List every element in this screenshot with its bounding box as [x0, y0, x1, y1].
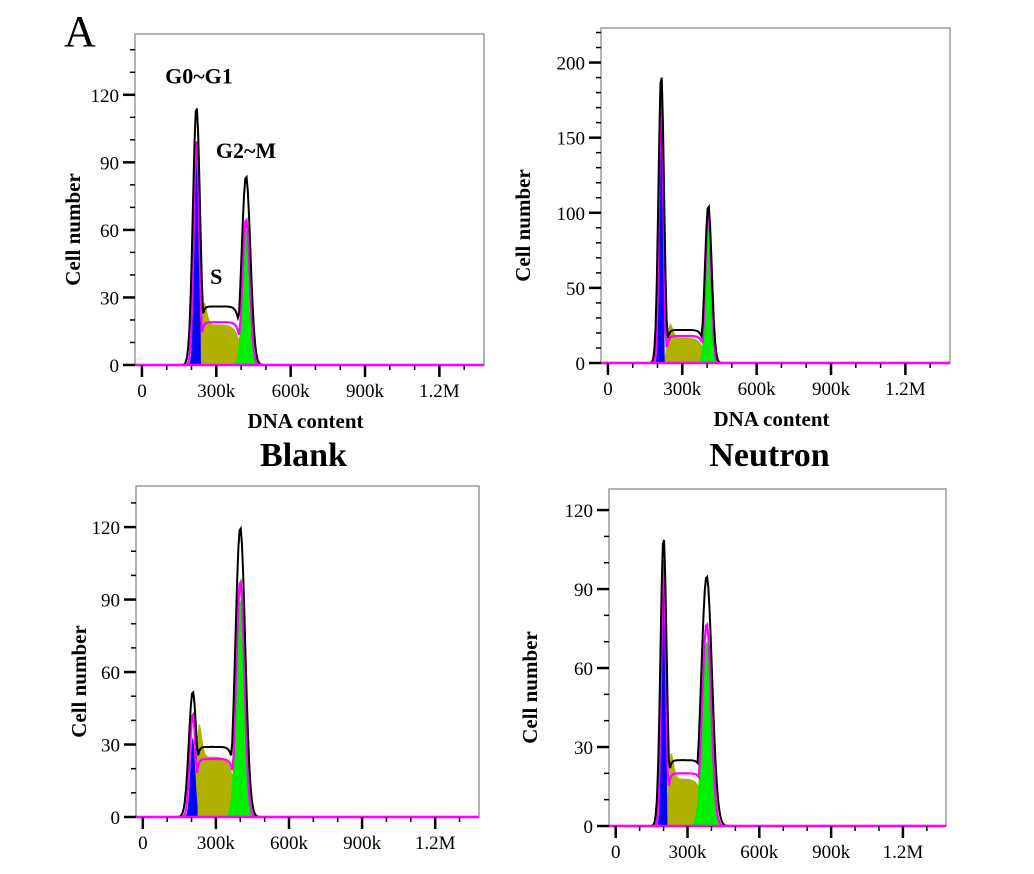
phase-annotation: S — [210, 264, 222, 289]
y-tick-label: 0 — [111, 808, 121, 829]
x-tick-label: 1.2M — [885, 379, 926, 400]
y-tick-label: 30 — [100, 288, 119, 309]
panel-title: Neutron — [709, 437, 829, 474]
x-tick-label: 900k — [812, 842, 851, 863]
y-tick-label: 200 — [557, 54, 586, 75]
y-tick-label: 60 — [574, 659, 593, 680]
y-tick-label: 120 — [92, 518, 121, 539]
plot-frame — [600, 27, 951, 364]
g0g1-phase-fill — [183, 737, 198, 817]
x-tick-label: 600k — [272, 381, 311, 402]
x-tick-label: 0 — [611, 842, 621, 863]
x-tick-label: 600k — [270, 833, 309, 854]
panel-bottom-left: 0 30 60 90 120 0 300k 600k 900k 1.2M DNA content Ce… — [67, 485, 480, 874]
phase-annotation: G2~M — [216, 138, 277, 163]
x-tick-label: 1.2M — [419, 381, 460, 402]
y-tick-label: 50 — [566, 279, 585, 300]
x-tick-label: 1.2M — [883, 842, 924, 863]
g2m-phase-fill — [228, 229, 264, 365]
y-tick-label: 60 — [101, 663, 120, 684]
x-tick-label: 1.2M — [415, 833, 456, 854]
x-axis-label: DNA content — [247, 409, 363, 433]
y-axis-label: Cell number — [61, 173, 85, 286]
y-tick-label: 0 — [110, 356, 120, 377]
g2m-phase-fill — [694, 215, 722, 363]
y-tick-label: 120 — [565, 501, 594, 522]
y-tick-label: 120 — [91, 86, 120, 107]
x-tick-label: 0 — [138, 833, 148, 854]
y-tick-label: 150 — [557, 129, 586, 150]
y-axis-label: Cell number — [518, 631, 542, 744]
panel-title: Blank — [260, 437, 347, 474]
panel-blank: 0 30 60 90 120 0 300k 600k 900k 1.2M DNA content Ce… — [61, 33, 485, 474]
x-tick-label: 900k — [343, 833, 382, 854]
g2m-phase-fill — [685, 641, 729, 826]
y-tick-label: 60 — [100, 221, 119, 242]
x-tick-label: 600k — [740, 842, 779, 863]
x-tick-label: 300k — [663, 379, 702, 400]
y-axis-label: Cell number — [511, 169, 535, 282]
x-tick-label: 300k — [197, 833, 236, 854]
y-tick-label: 30 — [574, 738, 593, 759]
g2m-phase-fill — [220, 599, 260, 817]
y-tick-label: 90 — [101, 591, 120, 612]
x-tick-label: 600k — [738, 379, 777, 400]
x-tick-label: 900k — [346, 381, 385, 402]
x-tick-label: 300k — [197, 381, 236, 402]
y-tick-label: 0 — [584, 817, 594, 838]
y-tick-label: 100 — [557, 204, 586, 225]
x-tick-label: 0 — [603, 379, 613, 400]
y-tick-label: 90 — [574, 580, 593, 601]
x-axis-label: DNA content — [245, 871, 361, 874]
x-tick-label: 900k — [812, 379, 851, 400]
x-axis-label: DNA content — [713, 407, 829, 431]
y-tick-label: 90 — [100, 153, 119, 174]
y-axis-label: Cell number — [67, 625, 91, 738]
panel-bottom-right: 0 30 60 90 120 0 300k 600k 900k 1.2M Cell number — [518, 488, 947, 863]
panel-neutron: 0 50 100 150 200 0 300k 600k 900k 1.2M DNA content… — [511, 27, 951, 474]
phase-annotation: G0~G1 — [165, 64, 233, 89]
y-tick-label: 30 — [101, 736, 120, 757]
y-tick-label: 0 — [576, 354, 586, 375]
x-tick-label: 300k — [669, 842, 708, 863]
x-tick-label: 0 — [137, 381, 147, 402]
panel-letter: A — [64, 7, 96, 56]
